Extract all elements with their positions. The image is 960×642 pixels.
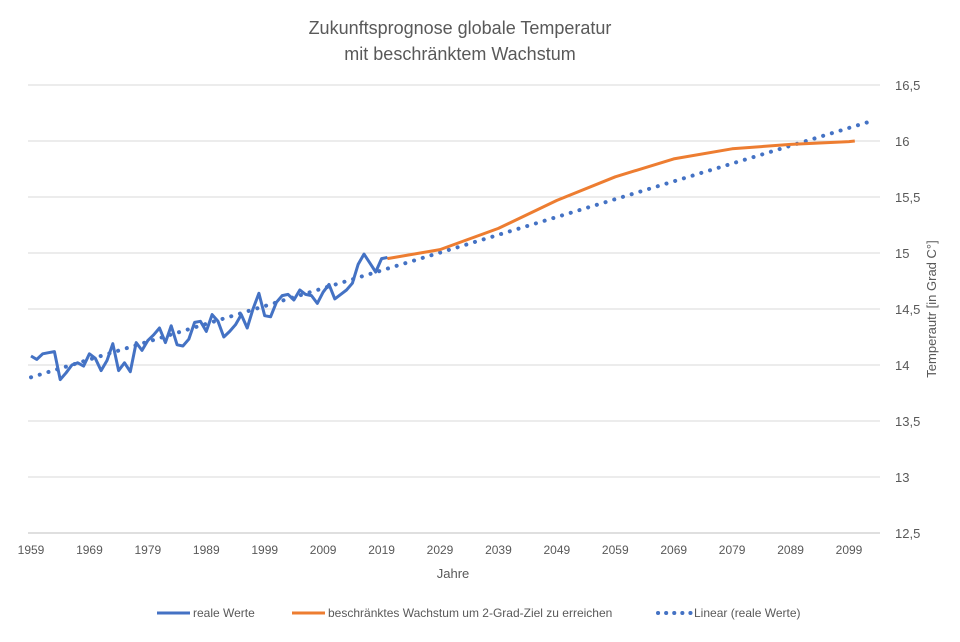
y-tick-label: 15,5 [895, 190, 920, 205]
y-tick-label: 13,5 [895, 414, 920, 429]
y-axis-label: Temperautr [in Grad C°] [924, 240, 939, 377]
x-tick-label: 2049 [544, 543, 571, 557]
x-tick-labels: 1959 1969 1979 1989 1999 2009 2019 2029 2039 2049… [18, 543, 863, 557]
y-tick-label: 13 [895, 470, 909, 485]
x-axis-label: Jahre [437, 566, 470, 581]
x-tick-label: 2099 [836, 543, 863, 557]
chart-title-line-2: mit beschränktem Wachstum [344, 44, 575, 64]
series-line-0 [30, 252, 388, 382]
y-tick-label: 14 [895, 358, 909, 373]
x-tick-label: 2029 [427, 543, 454, 557]
y-tick-label: 15 [895, 246, 909, 261]
x-tick-label: 2019 [368, 543, 395, 557]
series-line-2 [29, 118, 875, 380]
y-tick-label: 16 [895, 134, 909, 149]
x-tick-label: 1959 [18, 543, 45, 557]
x-tick-label: 2079 [719, 543, 746, 557]
x-tick-label: 2069 [660, 543, 687, 557]
x-tick-label: 1969 [76, 543, 103, 557]
legend-label: Linear (reale Werte) [694, 606, 801, 620]
gridlines [28, 84, 880, 534]
x-tick-label: 2089 [777, 543, 804, 557]
x-tick-label: 2039 [485, 543, 512, 557]
x-tick-label: 1999 [251, 543, 278, 557]
legend-label: beschränktes Wachstum um 2-Grad-Ziel zu … [328, 606, 612, 620]
series-line-1 [387, 139, 855, 261]
y-tick-label: 14,5 [895, 302, 920, 317]
chart-title-line-1: Zukunftsprognose globale Temperatur [309, 18, 612, 38]
x-tick-label: 2059 [602, 543, 629, 557]
y-tick-labels: 12,5 13 13,5 14 14,5 15 15,5 16 16,5 [895, 78, 920, 541]
y-tick-label: 12,5 [895, 526, 920, 541]
series-lines [29, 118, 875, 382]
x-tick-label: 1989 [193, 543, 220, 557]
x-tick-label: 2009 [310, 543, 337, 557]
legend: reale Werte beschränktes Wachstum um 2-Gr… [157, 606, 801, 620]
y-tick-label: 16,5 [895, 78, 920, 93]
legend-label: reale Werte [193, 606, 255, 620]
x-tick-label: 1979 [135, 543, 162, 557]
